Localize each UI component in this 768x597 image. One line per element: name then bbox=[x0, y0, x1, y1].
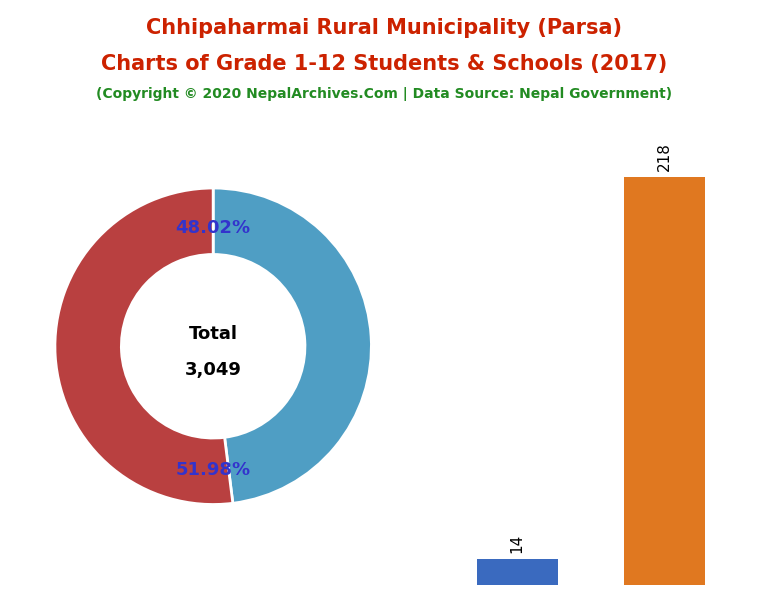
Text: 51.98%: 51.98% bbox=[176, 461, 250, 479]
Wedge shape bbox=[214, 188, 372, 503]
Text: Chhipaharmai Rural Municipality (Parsa): Chhipaharmai Rural Municipality (Parsa) bbox=[146, 18, 622, 38]
Text: Charts of Grade 1-12 Students & Schools (2017): Charts of Grade 1-12 Students & Schools … bbox=[101, 54, 667, 74]
Text: 3,049: 3,049 bbox=[185, 361, 242, 379]
Text: Total: Total bbox=[189, 325, 237, 343]
Text: 48.02%: 48.02% bbox=[176, 219, 250, 236]
Wedge shape bbox=[55, 188, 233, 504]
Bar bbox=[624, 177, 705, 585]
Text: 14: 14 bbox=[510, 534, 525, 553]
Text: (Copyright © 2020 NepalArchives.Com | Data Source: Nepal Government): (Copyright © 2020 NepalArchives.Com | Da… bbox=[96, 87, 672, 100]
Text: 218: 218 bbox=[657, 142, 672, 171]
Bar bbox=[477, 559, 558, 585]
